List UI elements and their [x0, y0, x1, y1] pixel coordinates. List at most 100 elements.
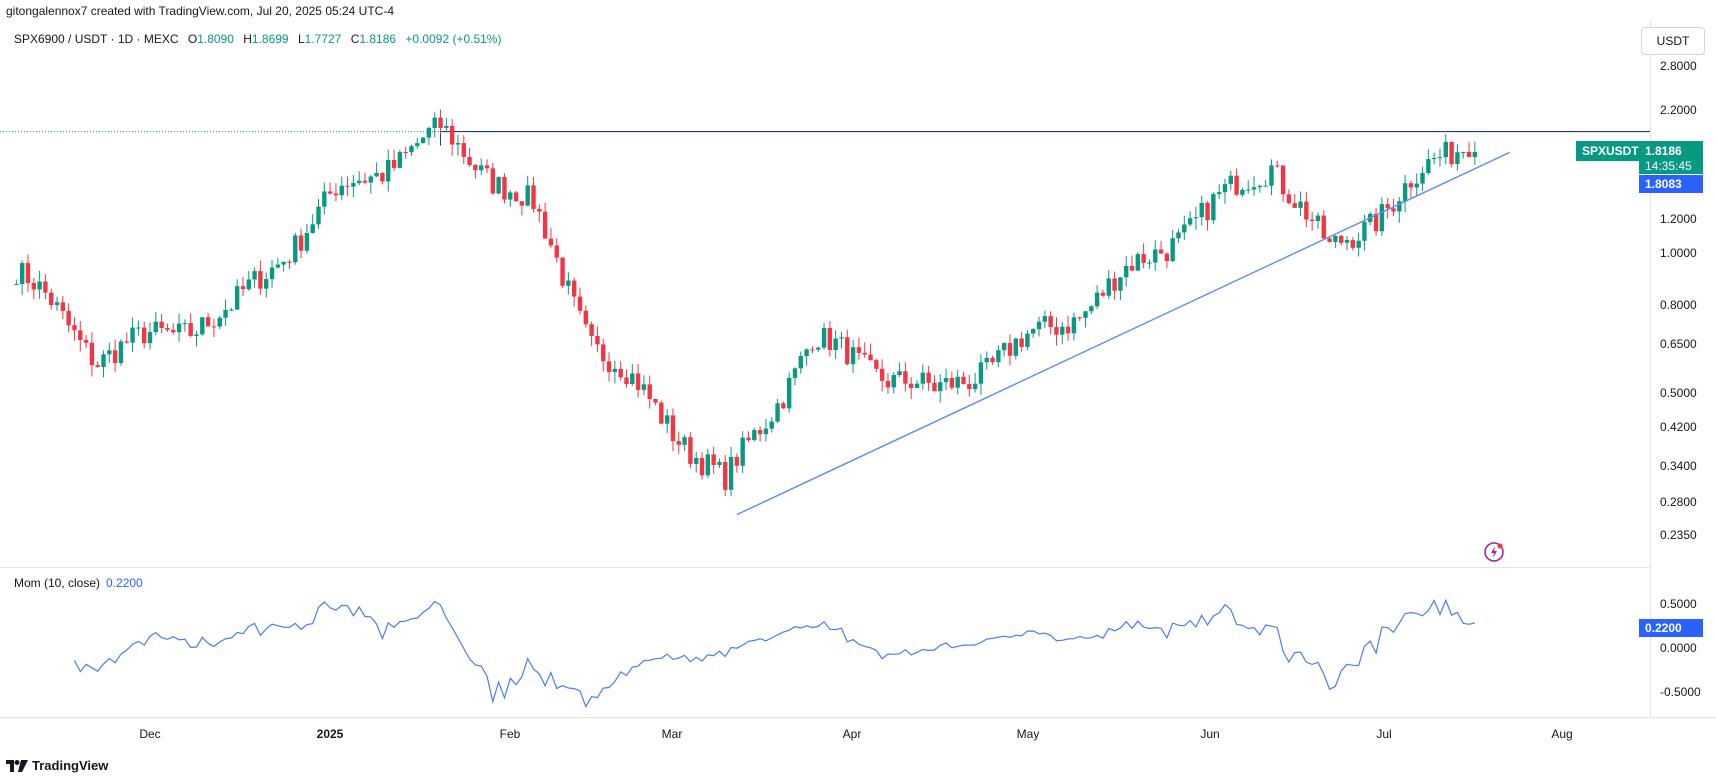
- candle[interactable]: [43, 281, 48, 293]
- momentum-legend[interactable]: Mom (10, close) 0.2200: [14, 576, 143, 590]
- candle[interactable]: [1031, 329, 1036, 334]
- candle[interactable]: [1199, 202, 1204, 218]
- candle[interactable]: [205, 317, 211, 327]
- candle[interactable]: [1129, 265, 1135, 271]
- candle[interactable]: [1089, 306, 1094, 312]
- candle[interactable]: [1153, 249, 1158, 263]
- candle[interactable]: [153, 321, 159, 333]
- candle[interactable]: [171, 329, 176, 333]
- candle[interactable]: [1455, 152, 1460, 165]
- candle[interactable]: [455, 143, 461, 145]
- candle[interactable]: [781, 403, 786, 409]
- candle[interactable]: [670, 415, 676, 442]
- candle[interactable]: [554, 245, 559, 258]
- candle[interactable]: [548, 238, 554, 246]
- candle[interactable]: [996, 350, 1001, 363]
- candle[interactable]: [1402, 183, 1408, 202]
- candle[interactable]: [827, 327, 833, 350]
- candle[interactable]: [1123, 265, 1129, 278]
- candle[interactable]: [1269, 165, 1274, 186]
- candle[interactable]: [1362, 222, 1367, 241]
- momentum-chart[interactable]: [0, 567, 1650, 717]
- candle[interactable]: [542, 211, 548, 239]
- candle[interactable]: [897, 371, 902, 375]
- momentum-line[interactable]: [73, 598, 1475, 708]
- candle[interactable]: [420, 137, 426, 144]
- candle[interactable]: [1135, 254, 1141, 271]
- candle[interactable]: [432, 117, 437, 128]
- candle[interactable]: [1321, 215, 1326, 239]
- candle[interactable]: [821, 327, 827, 348]
- candle[interactable]: [909, 383, 914, 388]
- candle[interactable]: [508, 192, 513, 200]
- candle[interactable]: [19, 263, 25, 285]
- candle[interactable]: [525, 185, 530, 206]
- candle[interactable]: [258, 271, 263, 289]
- candle[interactable]: [1141, 254, 1146, 263]
- candle[interactable]: [839, 337, 844, 339]
- candle[interactable]: [874, 360, 879, 369]
- candle[interactable]: [49, 292, 54, 306]
- candle[interactable]: [920, 372, 926, 384]
- candle[interactable]: [845, 337, 850, 365]
- candle[interactable]: [1286, 194, 1292, 204]
- candle[interactable]: [653, 398, 658, 403]
- candle[interactable]: [1461, 151, 1466, 153]
- candle[interactable]: [327, 191, 333, 194]
- candle[interactable]: [339, 185, 344, 196]
- candle[interactable]: [444, 125, 449, 128]
- candle[interactable]: [694, 457, 699, 464]
- candle[interactable]: [269, 267, 275, 280]
- candle[interactable]: [1106, 278, 1111, 296]
- candle[interactable]: [1100, 292, 1106, 296]
- candle[interactable]: [1298, 201, 1303, 208]
- candle[interactable]: [78, 330, 83, 340]
- candle[interactable]: [461, 143, 466, 157]
- candle[interactable]: [723, 461, 728, 490]
- candle[interactable]: [1275, 165, 1280, 167]
- candle[interactable]: [1158, 249, 1164, 254]
- candle[interactable]: [513, 192, 519, 202]
- candle[interactable]: [659, 402, 664, 424]
- candle[interactable]: [1071, 317, 1077, 334]
- candle[interactable]: [903, 371, 908, 384]
- candle[interactable]: [606, 361, 612, 373]
- candle[interactable]: [403, 152, 408, 154]
- candle[interactable]: [961, 376, 966, 385]
- candle[interactable]: [984, 357, 989, 363]
- candle[interactable]: [1292, 203, 1297, 208]
- candle[interactable]: [571, 280, 577, 297]
- candle[interactable]: [926, 372, 931, 383]
- candle[interactable]: [391, 159, 397, 168]
- candle[interactable]: [345, 185, 350, 187]
- candle[interactable]: [955, 376, 960, 388]
- candle[interactable]: [1304, 201, 1309, 220]
- candle[interactable]: [519, 201, 525, 206]
- candle[interactable]: [1327, 238, 1332, 242]
- candle[interactable]: [833, 338, 838, 350]
- candle[interactable]: [537, 208, 542, 212]
- candle[interactable]: [932, 382, 937, 392]
- candle[interactable]: [304, 233, 310, 251]
- candle[interactable]: [240, 286, 246, 290]
- candle[interactable]: [380, 172, 385, 182]
- candle[interactable]: [885, 380, 891, 388]
- candle[interactable]: [1077, 317, 1082, 319]
- candle[interactable]: [938, 382, 943, 392]
- candle[interactable]: [484, 165, 490, 169]
- candle[interactable]: [647, 384, 652, 399]
- candle[interactable]: [54, 302, 60, 306]
- candle[interactable]: [757, 430, 763, 435]
- candle[interactable]: [1466, 151, 1472, 158]
- candle[interactable]: [1449, 141, 1454, 165]
- candle[interactable]: [635, 373, 641, 390]
- candle[interactable]: [972, 383, 978, 390]
- candle[interactable]: [200, 317, 205, 335]
- candle[interactable]: [229, 309, 234, 311]
- candle[interactable]: [1333, 235, 1338, 242]
- candle[interactable]: [72, 325, 77, 331]
- candle[interactable]: [118, 341, 124, 364]
- momentum-pane[interactable]: [0, 567, 1650, 717]
- candle[interactable]: [862, 352, 867, 355]
- candle[interactable]: [740, 437, 745, 466]
